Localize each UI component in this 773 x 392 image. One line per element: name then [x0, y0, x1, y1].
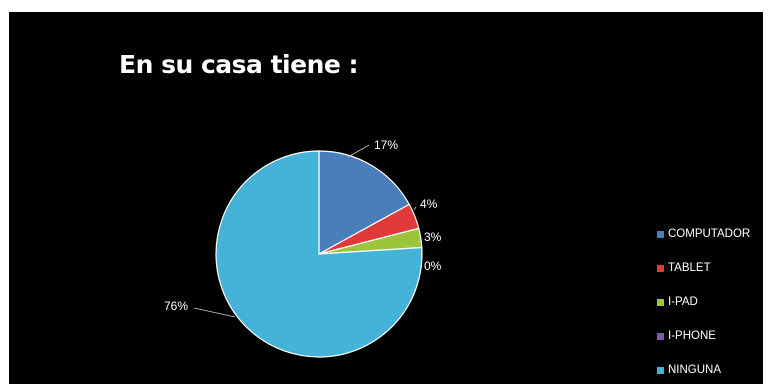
legend-swatch	[657, 230, 664, 238]
legend-label: I-PHONE	[668, 330, 716, 342]
data-label: 3%	[424, 230, 442, 244]
legend-swatch	[657, 264, 664, 272]
legend-item: TABLET	[657, 251, 750, 285]
legend-item: I-PAD	[657, 285, 750, 319]
data-label: 0%	[424, 259, 442, 273]
leader-line	[193, 307, 236, 318]
chart-legend: COMPUTADOR TABLET I-PAD I-PHONE NINGUNA	[657, 217, 750, 387]
legend-label: NINGUNA	[668, 364, 722, 376]
chart-title: En su casa tiene :	[119, 50, 359, 79]
data-label: 17%	[374, 138, 398, 152]
legend-label: I-PAD	[668, 296, 698, 308]
leader-line	[413, 206, 417, 211]
legend-swatch	[657, 298, 664, 306]
pie-slice-ninguna	[215, 150, 423, 358]
legend-item: I-PHONE	[657, 319, 750, 353]
leader-line	[417, 239, 423, 243]
pie-slice-computador	[318, 150, 411, 256]
legend-label: COMPUTADOR	[668, 228, 751, 240]
data-label: 4%	[420, 197, 438, 211]
legend-swatch	[657, 332, 664, 340]
legend-item: COMPUTADOR	[657, 217, 750, 251]
legend-label: TABLET	[668, 262, 711, 274]
chart-area: En su casa tiene : 17% 4% 3% 0% 76% COMPUTAD…	[9, 12, 763, 384]
leader-line	[347, 144, 370, 158]
data-label: 76%	[164, 299, 188, 313]
legend-swatch	[657, 366, 664, 374]
pie-chart: 17% 4% 3% 0% 76%	[164, 138, 442, 358]
legend-item: NINGUNA	[657, 353, 750, 387]
